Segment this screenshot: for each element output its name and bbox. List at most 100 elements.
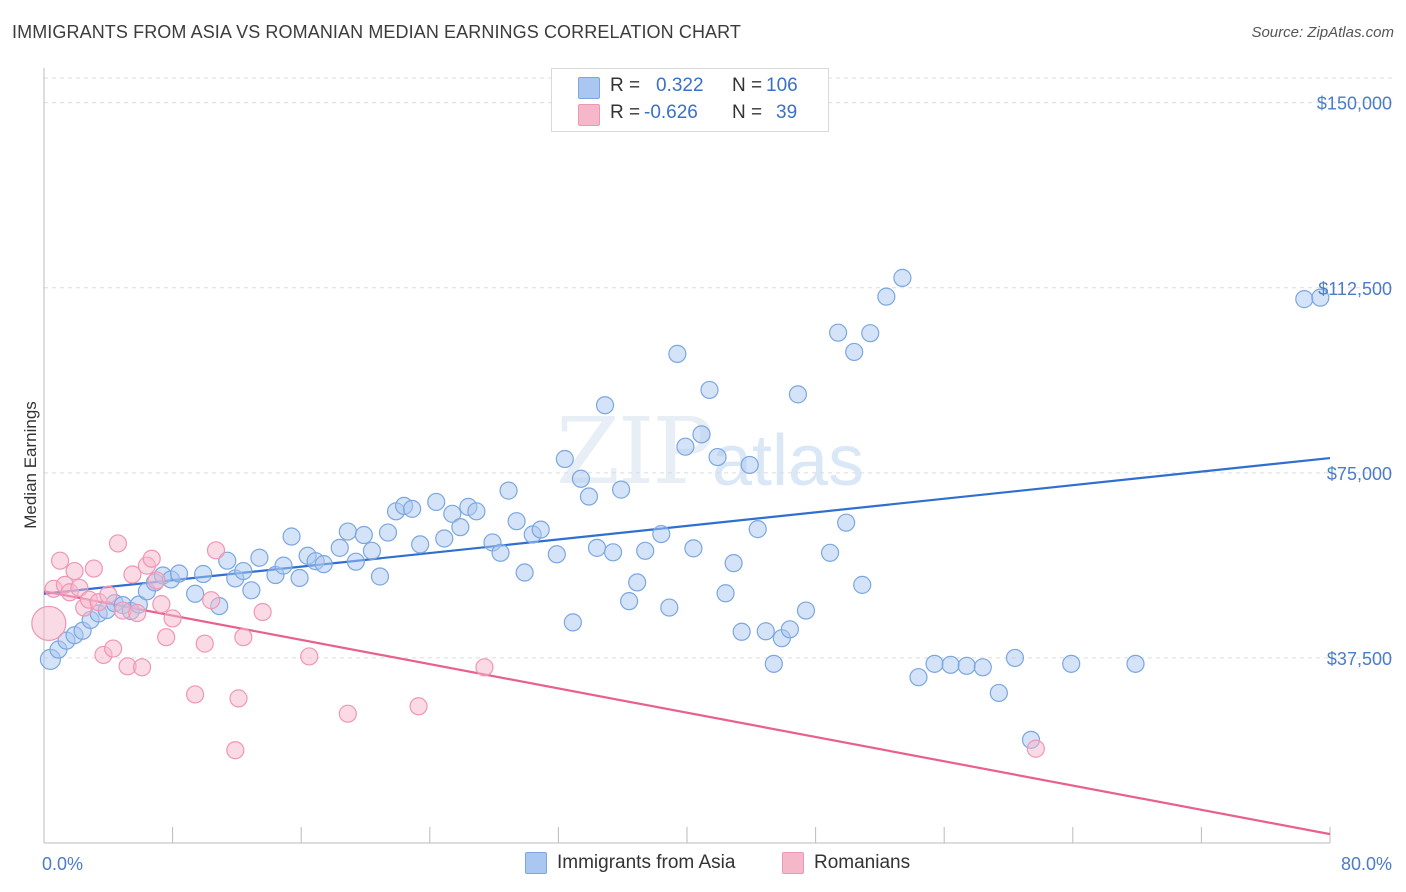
point-asia xyxy=(796,601,816,620)
point-asia xyxy=(563,613,582,632)
legend-r-value: 0.322 xyxy=(656,75,704,96)
stats-legend: R = 0.322 N = 106 R = -0.626 N = 39 xyxy=(551,68,829,132)
point-asia xyxy=(837,513,856,532)
point-asia xyxy=(242,581,261,600)
point-romanians xyxy=(253,602,272,622)
legend-n-label: N = xyxy=(732,75,763,96)
point-asia xyxy=(748,520,767,539)
y-tick-label: $75,000 xyxy=(1327,464,1392,484)
point-romanians xyxy=(65,561,84,581)
watermark-atlas: atlas xyxy=(712,421,865,501)
point-asia xyxy=(692,425,711,444)
point-asia xyxy=(756,622,775,641)
point-romanians xyxy=(206,541,226,560)
point-asia xyxy=(491,543,510,562)
chart-title: IMMIGRANTS FROM ASIA VS ROMANIAN MEDIAN … xyxy=(12,22,742,42)
point-romanians xyxy=(186,685,205,704)
point-asia xyxy=(507,512,526,531)
point-romanians xyxy=(475,658,494,677)
point-asia xyxy=(435,529,454,548)
point-asia xyxy=(845,342,864,362)
point-asia xyxy=(1126,654,1145,673)
point-asia xyxy=(676,437,695,456)
point-asia xyxy=(636,541,655,560)
trend-line-romanians xyxy=(43,590,1331,836)
point-asia xyxy=(700,380,719,400)
legend-n-label: N = xyxy=(732,102,763,123)
point-asia xyxy=(403,499,422,518)
point-asia xyxy=(547,545,566,564)
point-romanians xyxy=(229,689,248,708)
legend-n-value: 39 xyxy=(776,102,798,123)
point-asia xyxy=(234,561,253,581)
point-asia xyxy=(555,449,574,469)
point-asia xyxy=(274,556,293,575)
tick-labels: $37,500 $75,000 $112,500 $150,000 0.0% 80.0% xyxy=(42,94,1392,874)
point-asia xyxy=(338,522,357,541)
point-romanians xyxy=(157,628,176,647)
point-romanians xyxy=(1026,739,1045,758)
legend-r-value: -0.626 xyxy=(644,102,698,123)
point-asia xyxy=(218,551,237,570)
axes xyxy=(43,68,1331,844)
point-asia xyxy=(893,268,912,287)
bottom-legend-label-asia: Immigrants from Asia xyxy=(557,852,736,873)
point-asia xyxy=(1311,288,1330,307)
point-romanians xyxy=(152,595,171,614)
bottom-legend-swatch-romanians xyxy=(782,852,804,874)
point-asia xyxy=(829,323,848,342)
point-asia xyxy=(853,575,872,594)
point-asia xyxy=(346,552,365,571)
y-tick-label: $37,500 xyxy=(1327,649,1392,669)
point-asia xyxy=(620,592,639,611)
point-asia xyxy=(427,492,446,512)
legend-n-value: 106 xyxy=(766,75,798,96)
point-asia xyxy=(314,555,333,574)
point-asia xyxy=(740,455,759,475)
y-axis-label: Median Earnings xyxy=(21,401,40,529)
y-tick-label: $150,000 xyxy=(1317,94,1392,114)
point-asia xyxy=(909,668,928,687)
point-asia xyxy=(780,620,799,639)
point-asia xyxy=(330,538,349,557)
x-tick-label: 0.0% xyxy=(42,854,83,874)
data-points xyxy=(31,268,1330,760)
point-asia xyxy=(684,539,703,558)
y-tick-label: $112,500 xyxy=(1318,279,1392,299)
point-asia xyxy=(941,655,960,674)
point-asia xyxy=(989,683,1008,703)
point-romanians xyxy=(202,591,221,610)
point-asia xyxy=(443,504,462,523)
point-romanians xyxy=(31,605,67,641)
source-note: Source: ZipAtlas.com xyxy=(1251,24,1394,41)
point-romanians xyxy=(338,704,357,723)
point-asia xyxy=(660,598,679,617)
point-romanians xyxy=(226,741,245,760)
point-asia xyxy=(362,541,382,560)
point-asia xyxy=(250,548,269,567)
point-asia xyxy=(595,396,615,415)
point-asia xyxy=(354,525,373,545)
point-asia xyxy=(628,573,647,592)
point-asia xyxy=(451,518,470,537)
point-asia xyxy=(571,469,591,488)
point-asia xyxy=(370,567,390,586)
point-asia xyxy=(587,538,607,557)
point-romanians xyxy=(163,609,182,628)
point-asia xyxy=(668,344,687,363)
point-asia xyxy=(716,584,735,603)
point-asia xyxy=(531,520,550,539)
point-romanians xyxy=(234,628,253,647)
point-asia xyxy=(861,324,880,343)
legend-r-label: R = xyxy=(610,102,641,123)
x-tick-label: 80.0% xyxy=(1341,854,1392,874)
point-romanians xyxy=(99,585,118,604)
point-asia xyxy=(925,654,944,673)
point-asia xyxy=(378,523,398,542)
point-asia xyxy=(724,554,743,573)
point-romanians xyxy=(142,549,161,568)
point-asia xyxy=(499,481,518,500)
point-asia xyxy=(877,287,896,306)
point-asia xyxy=(764,654,783,673)
